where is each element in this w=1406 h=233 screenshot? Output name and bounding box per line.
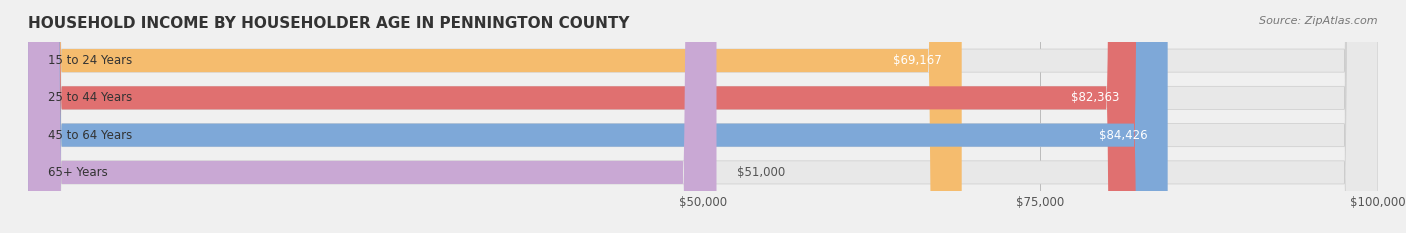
FancyBboxPatch shape	[28, 0, 962, 233]
Text: 15 to 24 Years: 15 to 24 Years	[48, 54, 132, 67]
FancyBboxPatch shape	[28, 0, 1378, 233]
Text: $82,363: $82,363	[1071, 91, 1119, 104]
FancyBboxPatch shape	[28, 0, 1378, 233]
Text: 25 to 44 Years: 25 to 44 Years	[48, 91, 132, 104]
Text: $84,426: $84,426	[1099, 129, 1147, 142]
Text: $51,000: $51,000	[737, 166, 785, 179]
Text: $69,167: $69,167	[893, 54, 942, 67]
Text: 65+ Years: 65+ Years	[48, 166, 108, 179]
FancyBboxPatch shape	[28, 0, 1167, 233]
FancyBboxPatch shape	[28, 0, 1140, 233]
FancyBboxPatch shape	[28, 0, 1378, 233]
Text: 45 to 64 Years: 45 to 64 Years	[48, 129, 132, 142]
FancyBboxPatch shape	[28, 0, 1378, 233]
Text: HOUSEHOLD INCOME BY HOUSEHOLDER AGE IN PENNINGTON COUNTY: HOUSEHOLD INCOME BY HOUSEHOLDER AGE IN P…	[28, 16, 630, 31]
FancyBboxPatch shape	[28, 0, 717, 233]
Text: Source: ZipAtlas.com: Source: ZipAtlas.com	[1260, 16, 1378, 26]
